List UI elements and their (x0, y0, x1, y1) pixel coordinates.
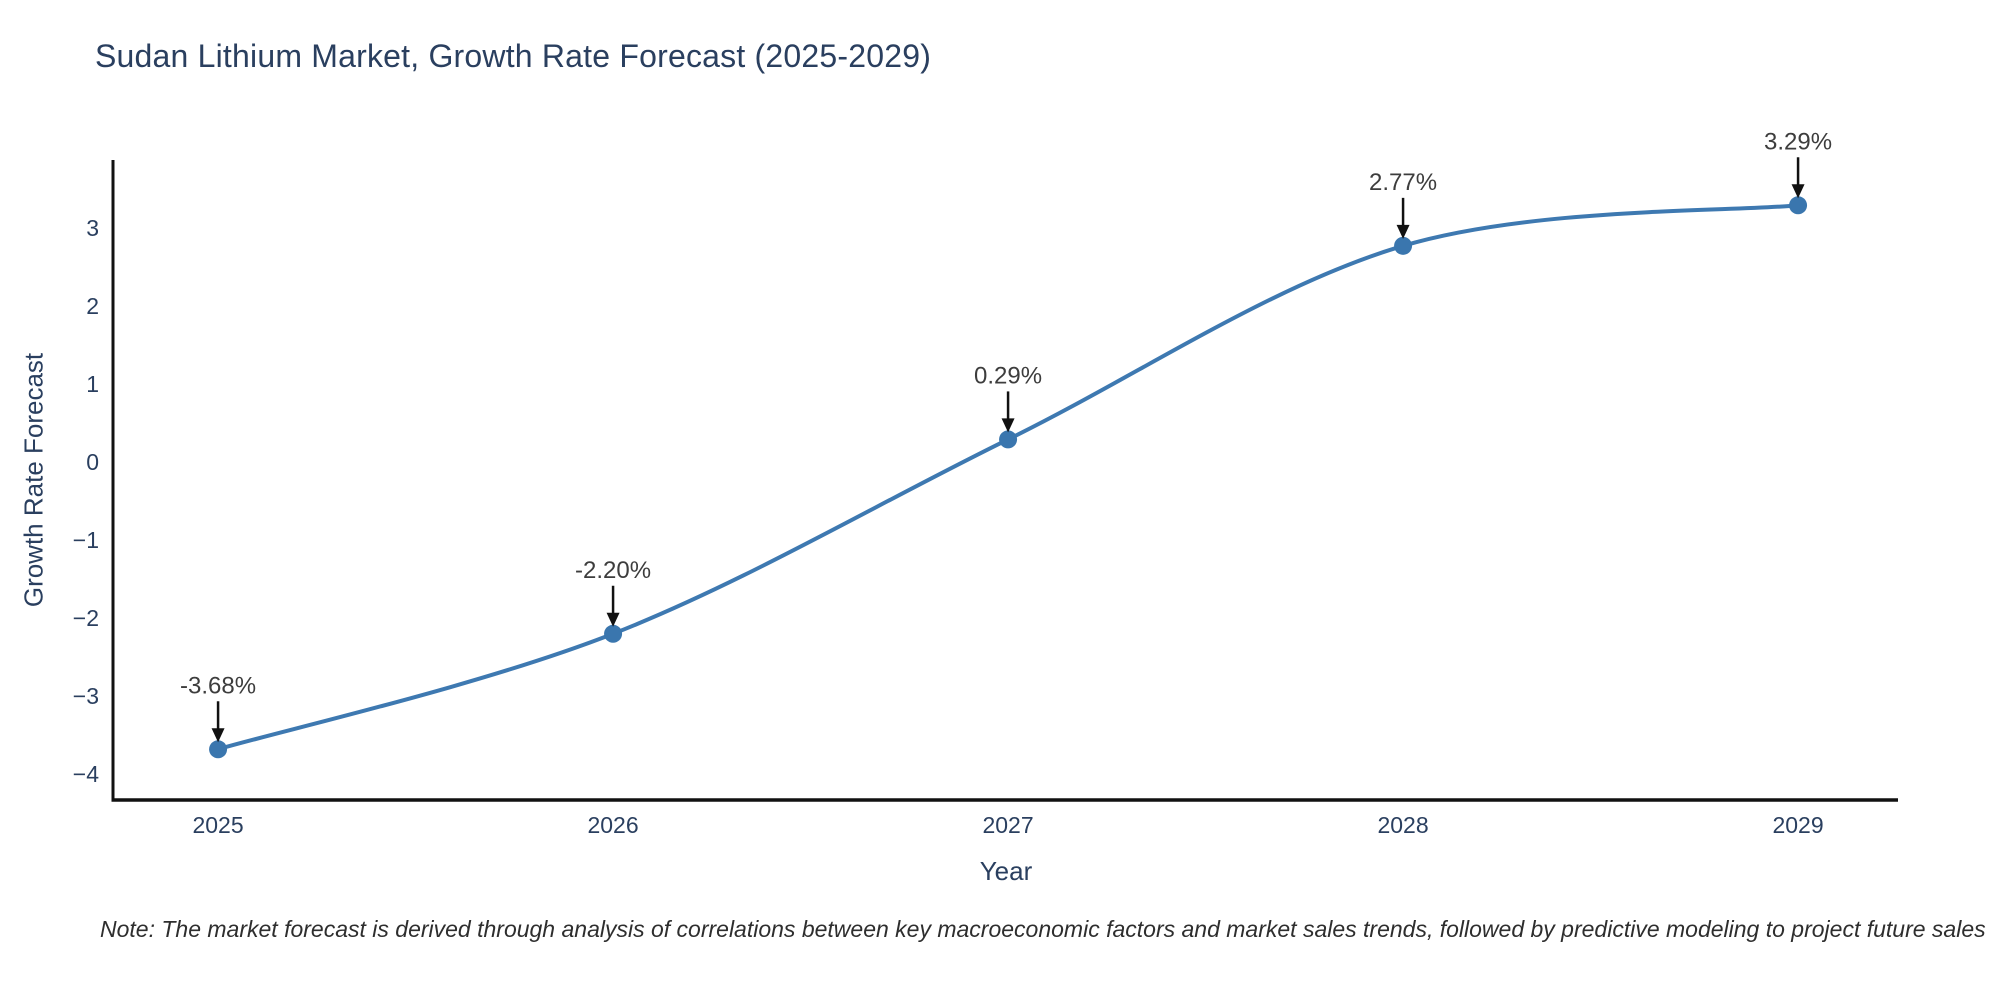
x-axis-title: Year (979, 856, 1033, 886)
data-point (999, 430, 1018, 449)
annotation-arrowhead (606, 612, 620, 627)
point-value-label: -3.68% (180, 672, 256, 699)
data-point (1394, 236, 1413, 255)
forecast-line (216, 203, 1801, 752)
data-point (1789, 196, 1808, 215)
annotation-arrowhead (1001, 418, 1015, 433)
x-tick-label: 2029 (1772, 812, 1823, 838)
footnote: Note: The market forecast is derived thr… (100, 916, 1986, 942)
x-tick-label: 2027 (982, 812, 1033, 838)
chart-title: Sudan Lithium Market, Growth Rate Foreca… (95, 38, 932, 74)
y-tick-label: 2 (86, 293, 99, 319)
y-tick-label: −1 (73, 527, 99, 553)
point-value-label: 0.29% (974, 362, 1042, 389)
x-tick-label: 2025 (192, 812, 243, 838)
data-point (604, 624, 623, 643)
data-point (209, 740, 228, 759)
y-tick-label: 1 (86, 371, 99, 397)
y-tick-label: 0 (86, 449, 99, 475)
y-tick-label: −4 (73, 761, 99, 787)
annotation-arrowhead (1791, 184, 1805, 199)
point-value-label: -2.20% (575, 557, 651, 584)
y-tick-label: −3 (73, 683, 99, 709)
point-value-label: 2.77% (1369, 169, 1437, 196)
y-tick-label: 3 (86, 215, 99, 241)
x-tick-label: 2026 (587, 812, 638, 838)
annotation-arrowhead (211, 728, 225, 743)
annotation-arrowhead (1396, 224, 1410, 239)
y-tick-label: −2 (73, 605, 99, 631)
x-tick-label: 2028 (1377, 812, 1428, 838)
point-value-label: 3.29% (1764, 128, 1832, 155)
